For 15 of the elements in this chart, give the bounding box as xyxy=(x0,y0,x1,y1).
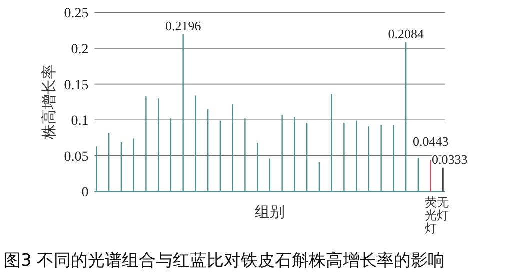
text: 图3 不同的光谱组合与红蓝比对铁皮石斛株高增长率的影响 xyxy=(4,251,446,271)
x-axis-title: 组别 xyxy=(254,204,285,221)
y-tick-label: 0.15 xyxy=(64,78,89,94)
y-axis-title: 株高增长率 xyxy=(41,64,58,141)
y-tick-label: 0.25 xyxy=(64,6,89,22)
x-tick-label: 荧光灯 xyxy=(424,196,437,236)
y-tick-label: 0.2 xyxy=(71,42,89,58)
data-label: 0.2196 xyxy=(165,18,202,34)
data-label: 0.0333 xyxy=(432,152,468,167)
y-tick-label: 0 xyxy=(82,186,89,201)
data-label: 0.0443 xyxy=(412,134,449,149)
data-label: 0.2084 xyxy=(388,26,424,42)
y-tick-label: 0.05 xyxy=(64,150,89,165)
x-tick-label: 无灯 xyxy=(437,196,450,223)
y-tick-label: 0.1 xyxy=(71,114,89,130)
